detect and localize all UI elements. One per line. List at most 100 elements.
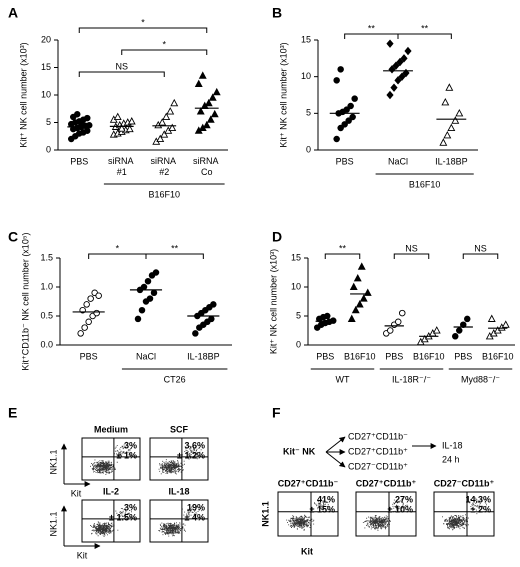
data-point [194, 79, 203, 88]
data-point [445, 83, 454, 91]
x-tick-label: PBS [70, 156, 88, 166]
y-axis-title: Kit⁺ NK cell number (x10³) [18, 42, 28, 147]
data-point [351, 95, 358, 102]
significance-label: ** [368, 23, 376, 33]
gate-sd: ± 4% [185, 512, 205, 522]
data-point [337, 66, 344, 73]
y-tick-label: 0 [46, 144, 51, 154]
plot-title: Medium [94, 424, 128, 434]
data-point [202, 120, 211, 129]
data-point [206, 115, 215, 123]
data-point [394, 76, 402, 85]
data-point [439, 138, 448, 146]
data-point [196, 107, 205, 115]
panel-label: F [272, 405, 281, 421]
gate-percent: 27% [395, 494, 413, 504]
cell-events [362, 497, 409, 531]
gate-sd: ± 1.2% [177, 450, 205, 460]
data-point [93, 309, 100, 317]
y-tick-label: 0 [306, 144, 311, 154]
data-point [152, 269, 160, 276]
diagram-arrow [325, 451, 346, 468]
significance-bracket [78, 71, 165, 77]
x-tick-label: B16F10 [482, 351, 514, 361]
data-point [83, 301, 90, 308]
y-tick-label: 1.5 [40, 252, 53, 262]
data-point [404, 46, 412, 56]
x-tick-label: NaCl [388, 156, 408, 166]
plot-frame [81, 437, 141, 481]
group-label: IL-18R⁻/⁻ [392, 374, 431, 384]
y-tick-label: 5 [46, 117, 51, 127]
axis-label: NK1.1 [260, 501, 270, 527]
x-tick-label: siRNA #2 [150, 156, 178, 177]
x-tick-label: B16F10 [413, 351, 445, 361]
data-point [192, 330, 199, 337]
y-tick-label: 10 [41, 89, 51, 99]
significance-label: * [162, 39, 166, 49]
x-tick-label: siRNA Co [193, 156, 221, 177]
plot-frame [149, 499, 209, 543]
data-point [204, 98, 213, 107]
x-tick-label: IL-18BP [187, 351, 220, 361]
gate-percent: 14.3% [465, 494, 491, 504]
group-label: B16F10 [148, 189, 180, 199]
plot-title: IL-18 [168, 486, 189, 496]
data-point [144, 277, 152, 285]
panel-label: E [8, 405, 17, 421]
x-tick-label: PBS [385, 351, 403, 361]
data-point [77, 330, 84, 337]
data-point [452, 333, 459, 340]
significance-bracket [344, 33, 399, 39]
plot-title: CD27⁺CD11b⁻ [278, 478, 339, 488]
y-tick-label: 5 [296, 310, 301, 320]
data-point [156, 134, 165, 143]
data-point [210, 301, 217, 308]
x-tick-label: IL-18BP [435, 156, 468, 166]
gate-sd: ± 1% [117, 450, 137, 460]
gate-percent: 3% [124, 502, 137, 512]
data-point [396, 57, 404, 67]
data-point [400, 54, 408, 63]
axis-label: Kit [71, 488, 82, 498]
gate-percent: 3.6% [184, 440, 205, 450]
data-point [168, 123, 177, 132]
plot-title: IL-2 [103, 486, 119, 496]
data-point [351, 305, 360, 314]
data-point [77, 120, 85, 127]
data-point [127, 117, 136, 125]
data-point [441, 97, 450, 106]
data-point [343, 106, 350, 113]
data-point [113, 112, 122, 121]
data-point [140, 283, 148, 291]
data-point [85, 318, 92, 326]
diagram-subset: CD27⁺CD11b⁺ [348, 446, 408, 456]
plot-title: CD27⁺CD11b⁺ [356, 478, 417, 488]
data-point [387, 327, 394, 334]
axis-label: NK1.1 [48, 449, 58, 474]
data-point [208, 93, 217, 101]
data-point [138, 306, 146, 314]
data-point [117, 124, 126, 132]
y-tick-label: 10 [301, 71, 311, 81]
data-point [134, 315, 142, 323]
x-tick-label: B16F10 [344, 351, 376, 361]
significance-bracket [393, 253, 430, 259]
diagram-source: Kit⁻ NK [283, 446, 316, 456]
significance-label: * [141, 17, 145, 27]
gate-sd: ± 10% [388, 504, 413, 514]
significance-label: NS [115, 61, 128, 71]
diagram-duration: 24 h [442, 454, 460, 464]
data-point [83, 114, 91, 122]
data-point [432, 326, 441, 334]
diagram-treatment: IL-18 [442, 440, 463, 450]
data-point [347, 102, 354, 110]
significance-bracket [78, 27, 208, 33]
plot-title: SCF [170, 424, 189, 434]
data-point [212, 87, 221, 96]
panel-label: D [272, 229, 282, 245]
data-point [390, 83, 398, 92]
data-point [95, 292, 102, 299]
y-tick-label: 15 [301, 34, 311, 44]
